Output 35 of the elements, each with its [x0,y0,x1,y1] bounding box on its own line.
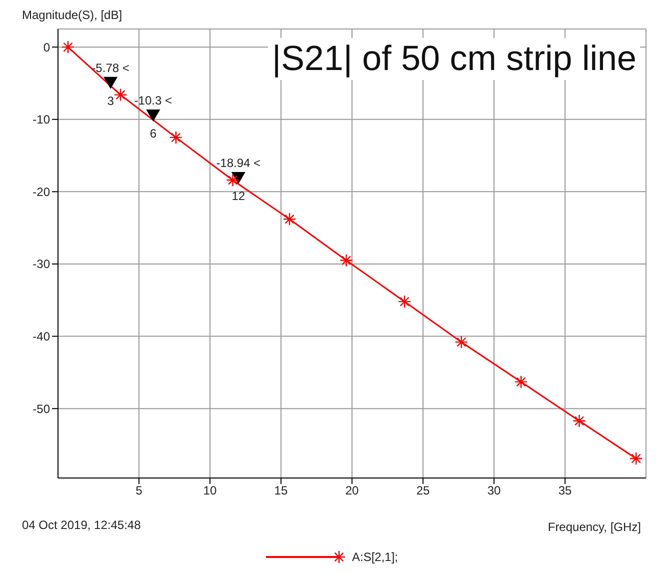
x-tick-label: 15 [274,484,288,498]
legend-label: A:S[2,1]; [352,550,398,564]
x-tick-label: 10 [203,484,217,498]
chart-title: |S21| of 50 cm strip line [268,38,640,80]
point [340,254,353,267]
point [629,452,643,466]
point [398,294,412,308]
point [454,335,468,349]
text: 04 Oct 2019, 12:45:48 [22,518,141,532]
point [572,414,586,428]
y-tick-label: -40 [32,330,50,344]
point [226,174,240,187]
x-tick-label: 5 [136,484,143,498]
annotation: -10.3 < [134,94,172,108]
annotation: -5.78 < [92,60,130,75]
annotation: -18.94 < [216,156,261,170]
x-axis-title: Frequency, [GHz] [548,520,641,534]
y-tick-label: -10 [32,112,50,127]
point [169,130,182,144]
annotation: 12 [232,189,246,204]
x-tick-label: 35 [558,484,572,498]
y-tick-label: -50 [32,402,50,416]
point [61,40,75,54]
y-tick-label: 0 [43,40,50,54]
point [514,375,528,388]
y-tick-label: -30 [32,257,50,272]
x-tick-label: 20 [345,484,359,498]
annotation: 6 [150,126,157,141]
annotation: 3 [107,94,114,108]
x-tick-label: 25 [416,484,430,498]
y-tick-label: -20 [32,184,50,199]
y-axis-title: Magnitude(S), [dB] [22,8,122,22]
x-tick-label: 30 [487,484,502,498]
point [282,212,296,226]
point [114,88,128,102]
